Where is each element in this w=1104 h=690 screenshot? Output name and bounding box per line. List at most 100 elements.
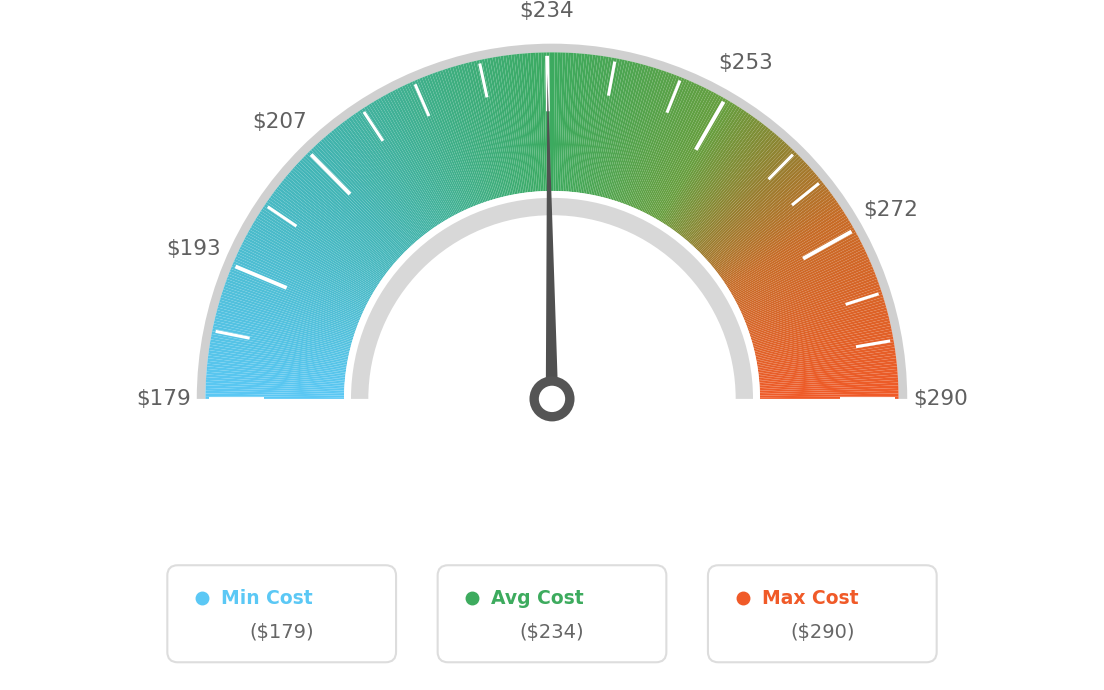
Wedge shape (296, 164, 400, 259)
Wedge shape (572, 54, 587, 192)
Wedge shape (275, 188, 386, 274)
Wedge shape (375, 99, 447, 220)
Text: $272: $272 (863, 199, 919, 219)
Wedge shape (605, 64, 644, 198)
Wedge shape (522, 53, 535, 192)
Wedge shape (414, 80, 471, 208)
Wedge shape (746, 274, 877, 326)
Wedge shape (340, 124, 426, 235)
Wedge shape (439, 70, 486, 202)
Wedge shape (760, 380, 899, 389)
Wedge shape (247, 232, 370, 300)
Wedge shape (563, 53, 574, 191)
Wedge shape (650, 94, 719, 217)
Wedge shape (735, 237, 860, 303)
Wedge shape (373, 101, 446, 221)
Wedge shape (420, 78, 474, 207)
Wedge shape (758, 358, 896, 376)
Wedge shape (760, 396, 899, 399)
Wedge shape (721, 197, 836, 279)
Wedge shape (211, 337, 348, 363)
Wedge shape (705, 166, 810, 260)
Wedge shape (565, 53, 576, 191)
Wedge shape (750, 289, 882, 335)
Wedge shape (217, 308, 351, 346)
Wedge shape (284, 178, 392, 268)
Wedge shape (392, 90, 457, 215)
Wedge shape (224, 284, 355, 331)
Wedge shape (711, 176, 819, 266)
Wedge shape (205, 388, 344, 394)
Wedge shape (757, 339, 894, 365)
Wedge shape (745, 271, 875, 324)
Wedge shape (261, 208, 379, 286)
Wedge shape (676, 120, 760, 233)
Wedge shape (596, 60, 627, 196)
Wedge shape (251, 225, 372, 296)
Wedge shape (725, 206, 841, 285)
Wedge shape (238, 249, 364, 310)
Wedge shape (327, 134, 418, 241)
Wedge shape (267, 199, 382, 281)
Wedge shape (208, 355, 346, 375)
Wedge shape (640, 86, 702, 211)
Wedge shape (208, 361, 346, 377)
Wedge shape (380, 97, 450, 218)
Wedge shape (751, 295, 883, 337)
Wedge shape (601, 62, 636, 197)
Wedge shape (578, 55, 598, 193)
Wedge shape (524, 53, 538, 192)
Wedge shape (226, 277, 358, 327)
Text: Avg Cost: Avg Cost (491, 589, 584, 608)
Wedge shape (205, 391, 344, 395)
Wedge shape (253, 222, 373, 295)
Wedge shape (358, 110, 436, 227)
Wedge shape (205, 396, 344, 399)
Wedge shape (424, 76, 477, 206)
Wedge shape (315, 144, 411, 247)
Wedge shape (760, 366, 898, 381)
Wedge shape (552, 52, 554, 191)
Wedge shape (559, 52, 565, 191)
Wedge shape (212, 331, 348, 360)
Wedge shape (636, 82, 694, 209)
Wedge shape (742, 256, 869, 315)
Wedge shape (287, 174, 394, 265)
Wedge shape (710, 174, 817, 265)
Wedge shape (660, 104, 735, 222)
Wedge shape (669, 112, 749, 228)
Wedge shape (402, 86, 464, 211)
Wedge shape (288, 172, 395, 264)
Wedge shape (234, 259, 362, 316)
Wedge shape (407, 83, 466, 210)
Circle shape (539, 386, 565, 412)
Wedge shape (232, 264, 361, 319)
Wedge shape (670, 114, 752, 229)
Wedge shape (619, 71, 667, 203)
Wedge shape (722, 199, 837, 281)
Wedge shape (623, 73, 672, 204)
Wedge shape (273, 191, 385, 275)
Wedge shape (410, 82, 468, 209)
Wedge shape (388, 92, 455, 216)
Wedge shape (648, 91, 714, 215)
Wedge shape (749, 284, 880, 331)
Wedge shape (668, 110, 746, 227)
Wedge shape (624, 74, 675, 204)
Wedge shape (638, 83, 697, 210)
Wedge shape (282, 180, 391, 269)
Wedge shape (311, 148, 408, 250)
Wedge shape (618, 70, 665, 202)
Wedge shape (757, 345, 894, 368)
Wedge shape (744, 266, 873, 321)
Wedge shape (355, 112, 435, 228)
Wedge shape (294, 166, 399, 260)
Wedge shape (649, 92, 716, 216)
Wedge shape (233, 262, 361, 318)
Wedge shape (664, 106, 740, 224)
Wedge shape (317, 143, 412, 246)
Wedge shape (736, 239, 861, 304)
Wedge shape (338, 125, 425, 235)
Wedge shape (654, 97, 724, 218)
Wedge shape (259, 211, 378, 288)
